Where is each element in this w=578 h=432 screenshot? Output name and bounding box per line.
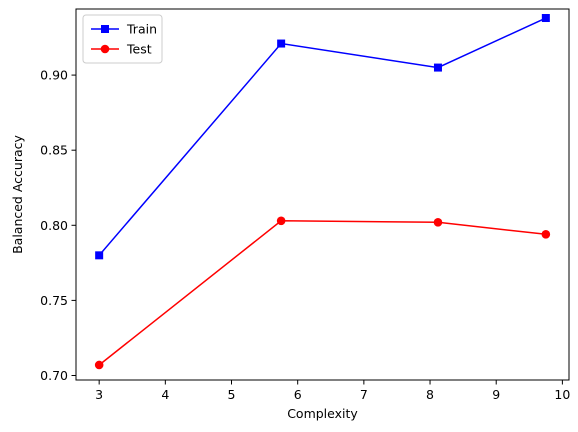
x-tick-label: 9 bbox=[492, 387, 500, 402]
x-tick-label: 3 bbox=[95, 387, 103, 402]
y-tick-label: 0.75 bbox=[40, 293, 68, 308]
train-series-line bbox=[98, 17, 547, 256]
y-tick-label: 0.80 bbox=[40, 218, 68, 233]
y-axis-label: Balanced Accuracy bbox=[10, 134, 25, 253]
x-tick-label: 8 bbox=[426, 387, 434, 402]
y-tick-label: 0.90 bbox=[40, 68, 68, 83]
test-data-point bbox=[276, 216, 286, 226]
train-legend-label: Train bbox=[126, 22, 157, 37]
plot-frame bbox=[75, 8, 570, 381]
train-data-point bbox=[433, 63, 442, 72]
test-data-point bbox=[94, 360, 104, 370]
x-tick-label: 4 bbox=[161, 387, 169, 402]
train-data-point bbox=[95, 251, 104, 260]
test-data-point bbox=[433, 217, 443, 227]
train-data-point bbox=[277, 39, 286, 48]
x-tick-label: 10 bbox=[554, 387, 570, 402]
series-lines bbox=[94, 14, 551, 370]
x-tick-label: 5 bbox=[228, 387, 236, 402]
test-data-point bbox=[541, 230, 551, 239]
train-legend-marker bbox=[101, 25, 109, 33]
y-tick-label: 0.70 bbox=[40, 368, 68, 383]
test-series-line bbox=[98, 220, 546, 366]
x-axis-label: Complexity bbox=[287, 406, 358, 421]
legend: Train Test bbox=[82, 14, 163, 64]
x-tick-label: 7 bbox=[360, 387, 368, 402]
train-data-point bbox=[541, 14, 550, 23]
x-tick-label: 6 bbox=[294, 387, 302, 402]
test-legend-label: Test bbox=[126, 42, 152, 57]
y-tick-label: 0.85 bbox=[40, 143, 68, 158]
axes: 3 4 5 6 7 8 9 10 0.70 0.75 0.80 0.85 0.90 bbox=[40, 8, 570, 402]
test-legend-marker bbox=[100, 44, 110, 54]
